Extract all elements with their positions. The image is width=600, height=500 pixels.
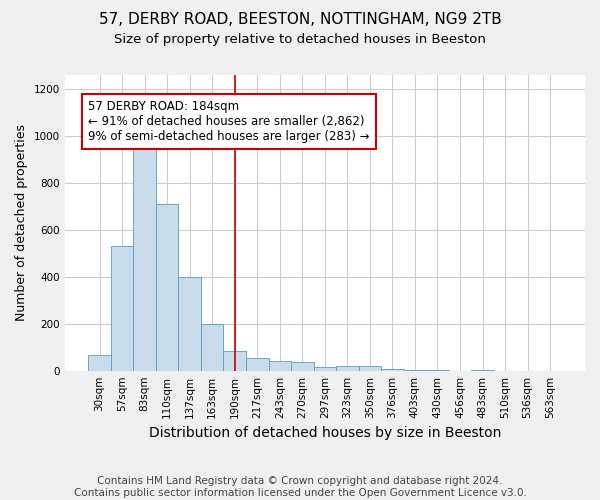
- Bar: [88, 356, 111, 370]
- Bar: [178, 277, 201, 370]
- Bar: [381, 369, 404, 370]
- Bar: [314, 367, 336, 370]
- Text: 57, DERBY ROAD, BEESTON, NOTTINGHAM, NG9 2TB: 57, DERBY ROAD, BEESTON, NOTTINGHAM, NG9…: [98, 12, 502, 28]
- Bar: [291, 362, 314, 370]
- Text: 57 DERBY ROAD: 184sqm
← 91% of detached houses are smaller (2,862)
9% of semi-de: 57 DERBY ROAD: 184sqm ← 91% of detached …: [88, 100, 370, 142]
- X-axis label: Distribution of detached houses by size in Beeston: Distribution of detached houses by size …: [149, 426, 501, 440]
- Bar: [336, 366, 359, 370]
- Bar: [133, 136, 156, 370]
- Text: Size of property relative to detached houses in Beeston: Size of property relative to detached ho…: [114, 32, 486, 46]
- Text: Contains HM Land Registry data © Crown copyright and database right 2024.
Contai: Contains HM Land Registry data © Crown c…: [74, 476, 526, 498]
- Bar: [111, 246, 133, 370]
- Bar: [223, 350, 246, 370]
- Bar: [269, 362, 291, 370]
- Bar: [246, 358, 269, 370]
- Bar: [201, 324, 223, 370]
- Bar: [156, 204, 178, 370]
- Y-axis label: Number of detached properties: Number of detached properties: [15, 124, 28, 322]
- Bar: [359, 366, 381, 370]
